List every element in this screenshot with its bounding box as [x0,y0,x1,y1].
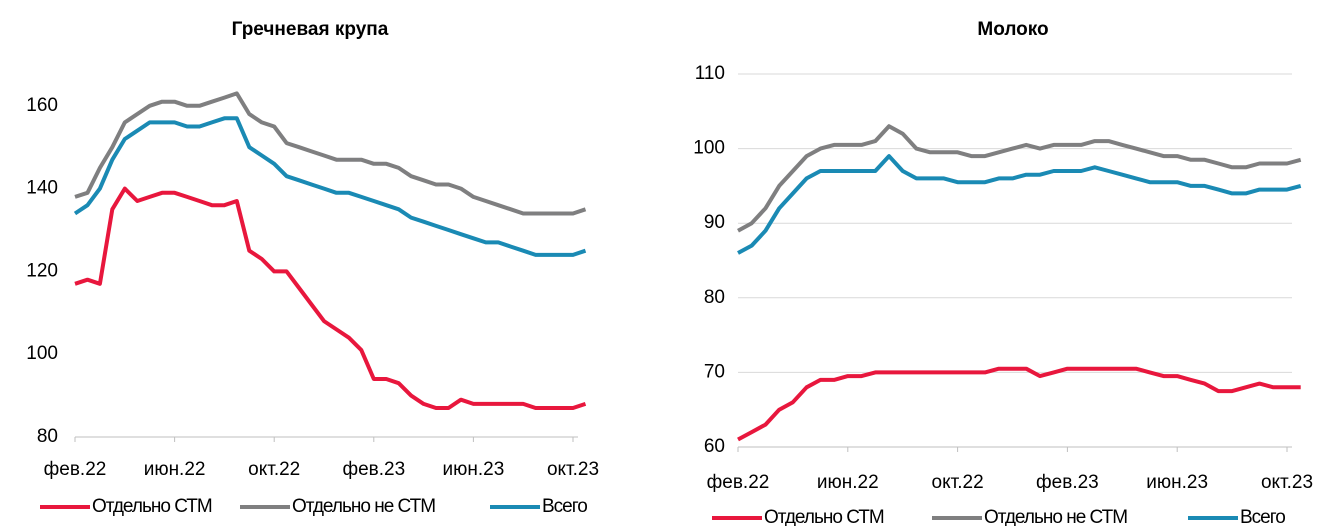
x-tick-label: июн.23 [1146,472,1208,493]
line-series [73,116,587,257]
line-series [737,154,1302,255]
x-tick-label: окт.23 [1261,472,1313,493]
y-tick-label: 110 [695,63,725,84]
line-series [74,91,587,216]
legend-label: Отдельно СТМ [764,507,884,526]
chart-title: Молоко [977,19,1048,40]
y-tick-label: 120 [26,260,58,281]
line-series [737,124,1302,233]
legend-label: Отдельно не СТМ [984,507,1127,526]
legend-label: Отдельно не СТМ [292,496,435,517]
x-tick-label: фев.22 [44,459,107,480]
y-tick-label: 100 [26,343,58,364]
line-series [74,186,587,410]
x-tick-label: окт.22 [932,472,984,493]
x-tick-label: июн.22 [817,472,879,493]
y-tick-label: 70 [704,361,725,382]
x-tick-label: фев.22 [707,472,770,493]
legend-label: Всего [542,496,587,517]
y-tick-label: 60 [704,436,725,457]
x-tick-label: июн.23 [443,459,505,480]
x-tick-label: окт.22 [248,459,300,480]
legend-label: Всего [1240,507,1285,526]
line-series [737,366,1301,442]
y-tick-label: 90 [704,212,725,233]
y-tick-label: 140 [26,178,58,199]
x-tick-label: окт.23 [547,459,599,480]
y-tick-label: 80 [37,426,58,447]
y-tick-label: 80 [704,287,725,308]
x-tick-label: июн.22 [144,459,206,480]
y-tick-label: 160 [26,95,58,116]
x-tick-label: фев.23 [342,459,405,480]
y-tick-label: 100 [693,138,725,159]
chart-title: Гречневая крупа [232,19,389,40]
x-tick-label: фев.23 [1036,472,1099,493]
legend-label: Отдельно СТМ [92,496,212,517]
